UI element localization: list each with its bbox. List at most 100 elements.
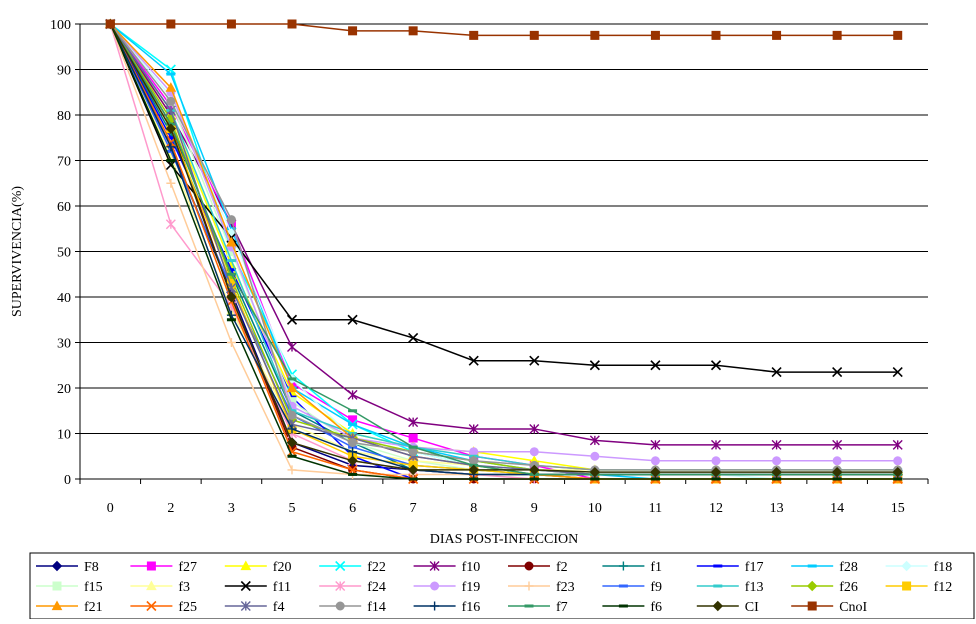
data-point <box>348 26 358 36</box>
legend: F8 f27 f20 f22 f10 f2 f1 f17 f28 f18 f15 f3 f11 f24 f1… <box>29 552 975 620</box>
data-point <box>287 410 297 420</box>
legend-item: f11 <box>224 580 291 595</box>
legend-swatch-marker <box>807 601 817 611</box>
data-point <box>166 72 176 76</box>
data-point <box>348 422 358 426</box>
data-point <box>347 314 358 325</box>
series-f13 <box>105 22 903 472</box>
legend-label: f1 <box>650 560 662 575</box>
data-point <box>469 477 479 481</box>
legend-swatch-marker <box>807 564 817 568</box>
data-point <box>589 435 600 446</box>
data-point <box>650 360 661 371</box>
legend-swatch-marker <box>712 600 724 612</box>
data-point <box>408 332 419 344</box>
data-point <box>166 149 176 153</box>
legend-label: f15 <box>84 580 103 595</box>
x-tick-label: 15 <box>891 501 905 516</box>
data-point <box>650 466 661 478</box>
y-tick-label: 100 <box>50 18 71 33</box>
data-point <box>529 423 540 434</box>
data-point <box>710 466 722 478</box>
x-tick-label: 0 <box>107 501 114 516</box>
data-point <box>226 338 236 347</box>
data-point <box>893 456 903 466</box>
legend-swatch-marker <box>51 560 63 572</box>
data-point <box>650 456 660 466</box>
legend-swatch-marker <box>240 580 251 592</box>
legend-item: f14 <box>319 600 386 615</box>
data-point <box>165 82 177 92</box>
data-point <box>348 445 358 449</box>
legend-item: f20 <box>224 560 292 575</box>
data-point <box>166 178 176 188</box>
legend-label: f23 <box>556 580 575 595</box>
y-tick-label: 80 <box>57 109 71 124</box>
series-line <box>109 23 898 446</box>
x-tick-label: 7 <box>410 501 417 516</box>
data-point <box>287 424 297 434</box>
legend-item: f7 <box>508 600 568 615</box>
x-tick-label: 10 <box>588 501 602 516</box>
data-point <box>468 355 479 366</box>
legend-label: f12 <box>934 580 953 595</box>
legend-swatch-marker <box>240 560 252 571</box>
legend-item: CI <box>696 600 759 615</box>
legend-swatch-marker <box>901 560 912 572</box>
data-point <box>772 456 782 466</box>
data-point <box>287 454 297 458</box>
legend-swatch-marker <box>240 601 251 611</box>
data-point <box>711 477 721 481</box>
data-point <box>166 159 176 162</box>
y-tick-label: 30 <box>57 337 71 352</box>
legend-item: f25 <box>130 600 197 615</box>
data-point <box>650 30 660 40</box>
legend-swatch-marker <box>524 561 534 571</box>
legend-label: f7 <box>556 600 568 615</box>
legend-swatch-marker <box>524 581 534 591</box>
data-point <box>408 477 418 481</box>
series-line <box>109 23 898 462</box>
data-point <box>348 447 358 457</box>
legend-swatch-marker <box>51 600 63 611</box>
series-line <box>109 23 898 473</box>
data-point <box>589 360 600 371</box>
data-point <box>166 142 176 152</box>
data-point <box>105 19 115 29</box>
axes <box>75 23 929 484</box>
legend-label: f20 <box>273 560 292 575</box>
data-point <box>469 30 479 40</box>
legend-label: f4 <box>273 600 285 615</box>
data-point <box>892 466 903 478</box>
data-point <box>226 215 236 225</box>
data-point <box>165 219 176 230</box>
data-point <box>832 477 842 481</box>
legend-item: f27 <box>130 560 197 575</box>
tick-labels: 0 10 20 30 40 50 60 70 80 90 100 0 2 3 5 6 7 8 9 10 11 12 13 14… <box>50 18 905 516</box>
series-CI <box>105 18 903 478</box>
data-point <box>286 437 298 448</box>
data-point <box>408 26 418 36</box>
legend-item: f15 <box>36 580 103 595</box>
legend-item: f24 <box>319 580 386 595</box>
legend-item: f16 <box>413 600 480 615</box>
x-axis-title: DIAS POST-INFECCION <box>430 532 578 547</box>
x-tick-label: 12 <box>709 501 723 516</box>
legend-item: f3 <box>130 580 190 595</box>
legend-item: f18 <box>885 560 952 575</box>
data-point <box>348 472 358 476</box>
series-line <box>109 23 898 471</box>
data-point <box>408 445 418 449</box>
legend-item: CnoI <box>791 600 868 615</box>
data-point <box>347 389 358 400</box>
x-tick-label: 8 <box>470 501 477 516</box>
data-point <box>529 447 539 457</box>
x-tick-label: 5 <box>289 501 296 516</box>
y-axis-title: SUPERVIVENCIA(%) <box>10 186 25 317</box>
data-point <box>892 367 903 378</box>
x-tick-label: 14 <box>830 501 844 516</box>
data-point <box>166 19 176 29</box>
legend-label: f13 <box>745 580 764 595</box>
data-point <box>711 456 721 466</box>
